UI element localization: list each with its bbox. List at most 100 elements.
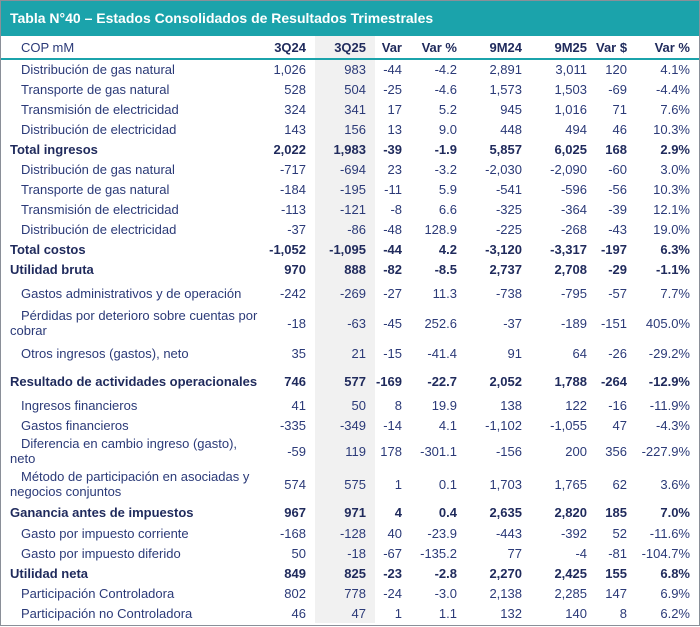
cell-var: 7.7% [660, 285, 690, 301]
cell-var: -1.9 [434, 141, 457, 157]
cell-var: 19.9 [431, 397, 457, 413]
cell-3q24: -37 [287, 221, 306, 237]
cell-var: -104.7% [641, 545, 690, 561]
cell-var: -301.1 [420, 443, 457, 459]
cell-var: 0.4 [438, 504, 457, 520]
cell-9m25: -2,090 [550, 161, 587, 177]
table-row: Otros ingresos (gastos), neto 35 21 -15 -41.… [1, 339, 699, 367]
table-row: Transmisión de electricidad -113 -121 -8 6.6… [1, 199, 699, 219]
row-label: Transporte de gas natural [21, 81, 170, 97]
cell-var: -48 [383, 221, 402, 237]
cell-9m24: 138 [500, 397, 522, 413]
cell-var: -14 [383, 417, 402, 433]
cell-3q25: 47 [315, 603, 375, 623]
cell-9m24: -37 [503, 315, 522, 331]
column-header: 3Q25 [315, 36, 375, 60]
cell-var: 52 [612, 525, 627, 541]
cell-3q24: -335 [279, 417, 306, 433]
cell-var: 155 [605, 565, 627, 581]
cell-var: 13 [387, 121, 402, 137]
row-label: Transporte de gas natural [21, 181, 170, 197]
cell-3q25: 504 [315, 79, 375, 99]
table-row: Distribución de electricidad -37 -86 -48 128… [1, 219, 699, 239]
cell-3q24: -18 [287, 315, 306, 331]
cell-3q24: 143 [284, 121, 306, 137]
cell-3q24: 574 [284, 476, 306, 492]
cell-3q24: 849 [284, 565, 306, 581]
row-label: Gastos financieros [21, 417, 129, 433]
cell-var: 10.3% [653, 121, 690, 137]
cell-var: 4.2 [438, 241, 457, 257]
row-label: Total ingresos [10, 141, 98, 157]
cell-9m25: -189 [560, 315, 587, 331]
cell-var: 6.3% [660, 241, 690, 257]
subtotal-row: Utilidad bruta 970 888 -82 -8.5 2,737 2,708 -29… [1, 259, 699, 279]
table-row: Distribución de gas natural -717 -694 23 -3.… [1, 159, 699, 179]
cell-9m25: -596 [560, 181, 587, 197]
cell-var: -69 [608, 81, 627, 97]
table-row: Gasto por impuesto diferido 50 -18 -67 -135.… [1, 543, 699, 563]
row-label: Gasto por impuesto diferido [21, 545, 181, 561]
cell-3q25: 778 [315, 583, 375, 603]
column-header: Var [375, 36, 411, 60]
row-label: Distribución de electricidad [21, 221, 177, 237]
cell-3q25: -18 [315, 543, 375, 563]
cell-9m24: 2,138 [489, 585, 522, 601]
cell-9m24: -3,120 [485, 241, 522, 257]
cell-3q25: 50 [315, 395, 375, 415]
cell-9m24: 2,270 [489, 565, 522, 581]
header-row: COP mM 3Q24 3Q25 Var Var % 9M24 9M25 Var $ Var % [1, 36, 699, 60]
cell-var: 23 [387, 161, 402, 177]
cell-var: -57 [608, 285, 627, 301]
row-label: Transmisión de electricidad [21, 101, 179, 117]
cell-9m25: 6,025 [554, 141, 587, 157]
cell-3q25: -1,095 [315, 239, 375, 259]
cell-var: -81 [608, 545, 627, 561]
cell-var: -27 [383, 285, 402, 301]
cell-var: -15 [383, 345, 402, 361]
cell-var: 7.6% [660, 101, 690, 117]
table-row: Gastos financieros -335 -349 -14 4.1 -1,102 -1… [1, 415, 699, 435]
cell-var: -23 [383, 565, 402, 581]
income-statement-table: COP mM 3Q24 3Q25 Var Var % 9M24 9M25 Var $ Var %… [1, 36, 699, 623]
cell-3q25: 577 [315, 367, 375, 395]
row-label: Gasto por impuesto corriente [21, 525, 189, 541]
cell-3q24: -717 [279, 161, 306, 177]
cell-9m24: -325 [495, 201, 522, 217]
table-row: Distribución de electricidad 143 156 13 9.0 4… [1, 119, 699, 139]
cell-9m25: -392 [560, 525, 587, 541]
cell-9m24: -1,102 [485, 417, 522, 433]
cell-9m24: 2,891 [489, 62, 522, 77]
row-label: Transmisión de electricidad [21, 201, 179, 217]
cell-9m25: 140 [565, 605, 587, 621]
row-label: Utilidad bruta [10, 261, 94, 277]
cell-var: -227.9% [641, 443, 690, 459]
cell-9m24: 132 [500, 605, 522, 621]
cell-9m25: 2,425 [554, 565, 587, 581]
cell-var: 71 [612, 101, 627, 117]
row-label: Distribución de gas natural [21, 161, 175, 177]
cell-3q24: 50 [291, 545, 306, 561]
cell-3q25: -195 [315, 179, 375, 199]
subtotal-row: Total costos -1,052 -1,095 -44 4.2 -3,120 -3,3… [1, 239, 699, 259]
cell-3q24: 746 [284, 373, 306, 389]
column-header: 9M24 [466, 36, 531, 60]
cell-var: -16 [608, 397, 627, 413]
cell-var: 1.1 [438, 605, 457, 621]
cell-var: -39 [383, 141, 402, 157]
cell-var: -4.2 [434, 62, 457, 77]
cell-9m25: 200 [565, 443, 587, 459]
cell-3q25: 575 [315, 467, 375, 501]
table-row: Gasto por impuesto corriente -168 -128 40 -2… [1, 523, 699, 543]
cell-var: -264 [600, 373, 627, 389]
cell-9m24: 2,635 [489, 504, 522, 520]
cell-3q24: 35 [291, 345, 306, 361]
row-label: Utilidad neta [10, 565, 89, 581]
cell-3q25: 156 [315, 119, 375, 139]
cell-var: -39 [608, 201, 627, 217]
cell-var: -197 [600, 241, 627, 257]
cell-3q24: 324 [284, 101, 306, 117]
cell-9m24: -443 [495, 525, 522, 541]
cell-3q25: -128 [315, 523, 375, 543]
row-label: Diferencia en cambio ingreso (gasto), ne… [10, 436, 238, 466]
